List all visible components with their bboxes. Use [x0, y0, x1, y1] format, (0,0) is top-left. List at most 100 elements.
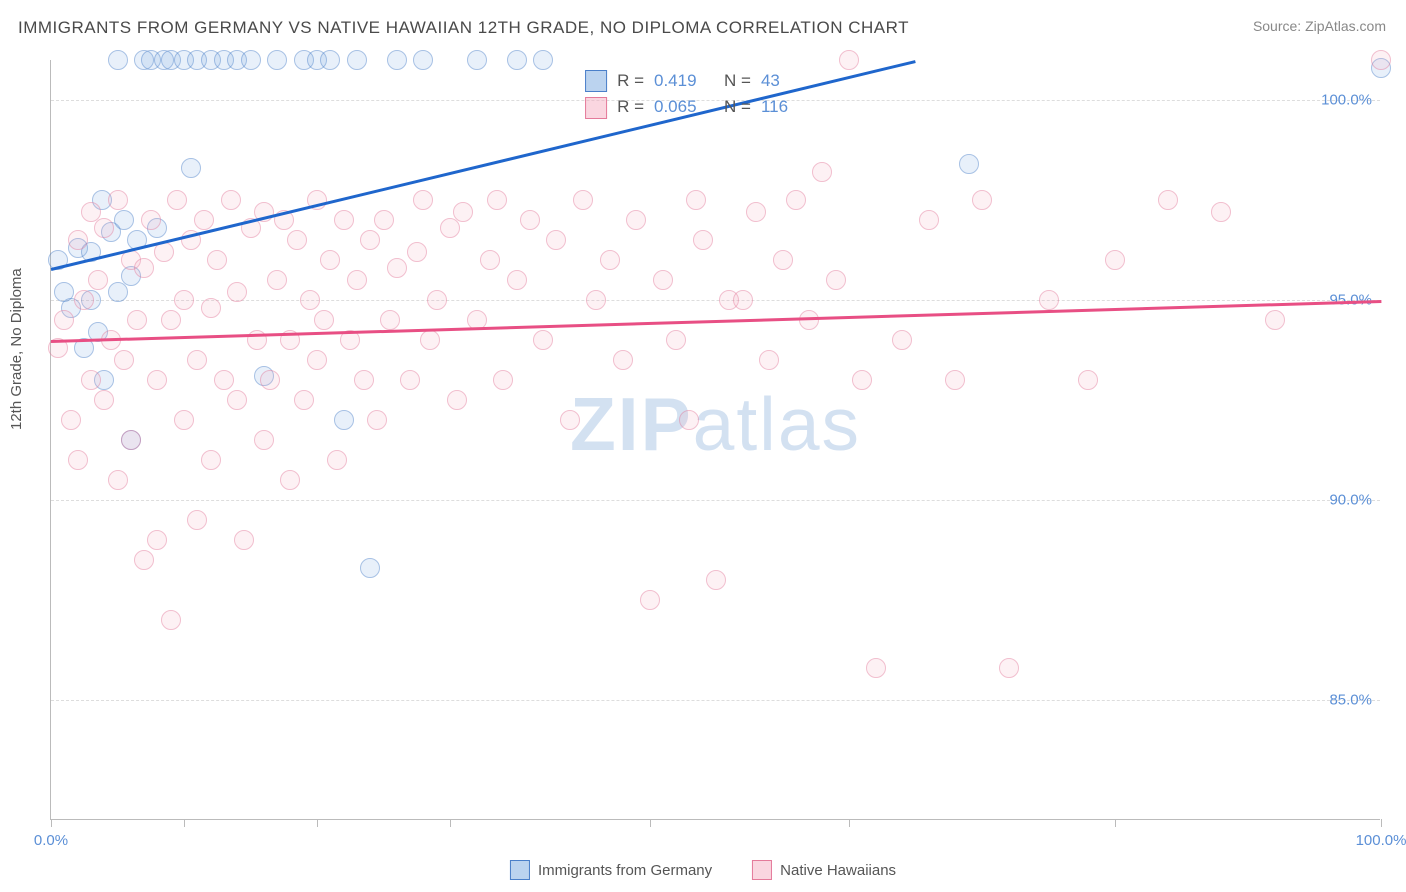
data-point — [267, 270, 287, 290]
data-point — [54, 310, 74, 330]
data-point — [507, 270, 527, 290]
data-point — [320, 50, 340, 70]
data-point — [227, 282, 247, 302]
data-point — [1371, 50, 1391, 70]
data-point — [447, 390, 467, 410]
data-point — [260, 370, 280, 390]
swatch-series2 — [585, 97, 607, 119]
data-point — [287, 230, 307, 250]
data-point — [613, 350, 633, 370]
stats-row-series2: R = 0.065 N = 116 — [585, 94, 821, 120]
data-point — [640, 590, 660, 610]
xtick — [1381, 819, 1382, 827]
data-point — [866, 658, 886, 678]
data-point — [280, 470, 300, 490]
n-value-series2: 116 — [761, 94, 821, 120]
swatch-series1 — [585, 70, 607, 92]
data-point — [413, 50, 433, 70]
data-point — [360, 230, 380, 250]
chart-title: IMMIGRANTS FROM GERMANY VS NATIVE HAWAII… — [18, 18, 909, 38]
data-point — [852, 370, 872, 390]
data-point — [68, 450, 88, 470]
data-point — [367, 410, 387, 430]
stats-legend: R = 0.419 N = 43 R = 0.065 N = 116 — [585, 68, 821, 121]
data-point — [241, 50, 261, 70]
data-point — [147, 530, 167, 550]
data-point — [88, 270, 108, 290]
data-point — [94, 218, 114, 238]
ytick-label: 90.0% — [1329, 492, 1372, 509]
data-point — [134, 550, 154, 570]
data-point — [533, 330, 553, 350]
data-point — [600, 250, 620, 270]
data-point — [108, 470, 128, 490]
data-point — [686, 190, 706, 210]
n-label: N = — [724, 94, 751, 120]
xtick — [184, 819, 185, 827]
legend-label-series1: Immigrants from Germany — [538, 862, 712, 879]
data-point — [799, 310, 819, 330]
data-point — [161, 610, 181, 630]
data-point — [314, 310, 334, 330]
data-point — [108, 282, 128, 302]
data-point — [334, 410, 354, 430]
data-point — [94, 390, 114, 410]
data-point — [972, 190, 992, 210]
data-point — [114, 350, 134, 370]
data-point — [959, 154, 979, 174]
r-label: R = — [617, 94, 644, 120]
data-point — [773, 250, 793, 270]
xtick-label: 100.0% — [1356, 832, 1406, 849]
r-value-series2: 0.065 — [654, 94, 714, 120]
data-point — [919, 210, 939, 230]
data-point — [626, 210, 646, 230]
data-point — [387, 258, 407, 278]
bottom-legend: Immigrants from Germany Native Hawaiians — [510, 860, 896, 880]
data-point — [187, 510, 207, 530]
data-point — [127, 310, 147, 330]
data-point — [74, 290, 94, 310]
data-point — [380, 310, 400, 330]
xtick — [1115, 819, 1116, 827]
data-point — [234, 530, 254, 550]
data-point — [733, 290, 753, 310]
data-point — [141, 210, 161, 230]
data-point — [294, 390, 314, 410]
n-value-series1: 43 — [761, 68, 821, 94]
data-point — [413, 190, 433, 210]
r-value-series1: 0.419 — [654, 68, 714, 94]
scatter-plot: ZIPatlas 85.0%90.0%95.0%100.0%0.0%100.0% — [50, 60, 1380, 820]
data-point — [746, 202, 766, 222]
data-point — [201, 298, 221, 318]
data-point — [826, 270, 846, 290]
stats-row-series1: R = 0.419 N = 43 — [585, 68, 821, 94]
data-point — [1211, 202, 1231, 222]
xtick — [849, 819, 850, 827]
data-point — [533, 50, 553, 70]
data-point — [786, 190, 806, 210]
data-point — [507, 50, 527, 70]
data-point — [320, 250, 340, 270]
watermark: ZIPatlas — [570, 381, 861, 467]
data-point — [440, 218, 460, 238]
data-point — [1265, 310, 1285, 330]
data-point — [347, 50, 367, 70]
legend-label-series2: Native Hawaiians — [780, 862, 896, 879]
data-point — [121, 430, 141, 450]
data-point — [81, 370, 101, 390]
data-point — [227, 390, 247, 410]
data-point — [945, 370, 965, 390]
regression-line — [51, 300, 1381, 342]
data-point — [493, 370, 513, 390]
data-point — [892, 330, 912, 350]
data-point — [327, 450, 347, 470]
data-point — [1039, 290, 1059, 310]
xtick — [317, 819, 318, 827]
data-point — [108, 50, 128, 70]
data-point — [1078, 370, 1098, 390]
y-axis-label: 12th Grade, No Diploma — [8, 268, 25, 430]
data-point — [666, 330, 686, 350]
data-point — [407, 242, 427, 262]
data-point — [300, 290, 320, 310]
data-point — [108, 190, 128, 210]
